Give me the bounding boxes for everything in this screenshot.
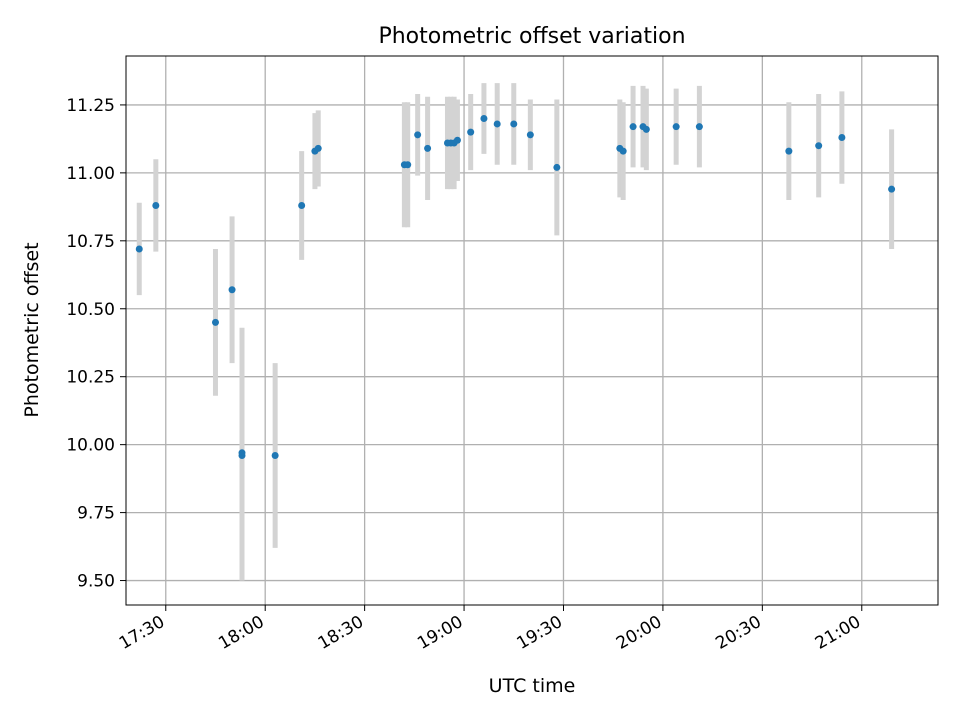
y-tick-label: 11.00	[66, 164, 115, 184]
data-point	[815, 142, 823, 150]
data-point	[672, 123, 680, 131]
data-point	[424, 144, 432, 152]
data-point	[467, 128, 475, 136]
data-point	[228, 286, 236, 294]
data-point	[298, 201, 306, 209]
y-tick-label: 11.25	[66, 96, 115, 116]
data-point	[152, 201, 160, 209]
data-point	[271, 452, 279, 460]
chart-title: Photometric offset variation	[378, 24, 685, 49]
data-point	[510, 120, 518, 128]
data-point	[888, 185, 896, 193]
y-tick-label: 10.25	[66, 368, 115, 388]
data-point	[238, 449, 246, 457]
y-axis-label: Photometric offset	[21, 242, 43, 417]
data-point	[642, 125, 650, 133]
data-point	[695, 123, 703, 131]
data-point	[453, 136, 461, 144]
data-point	[211, 318, 219, 326]
y-tick-label: 10.50	[66, 300, 115, 320]
y-tick-label: 10.75	[66, 232, 115, 252]
y-tick-label: 9.50	[77, 572, 115, 592]
data-point	[314, 144, 322, 152]
plot-frame	[125, 55, 939, 606]
data-point	[526, 131, 534, 139]
data-point	[404, 161, 412, 169]
data-point	[480, 115, 488, 123]
data-point	[553, 163, 561, 171]
data-point	[414, 131, 422, 139]
data-points	[135, 115, 896, 460]
y-tick-label: 9.75	[77, 504, 115, 524]
y-tick-label: 10.00	[66, 436, 115, 456]
data-point	[493, 120, 501, 128]
x-axis-label: UTC time	[489, 675, 576, 697]
data-point	[135, 245, 143, 253]
data-point	[785, 147, 793, 155]
data-point	[629, 123, 637, 131]
data-point	[838, 134, 846, 142]
data-point	[619, 147, 627, 155]
